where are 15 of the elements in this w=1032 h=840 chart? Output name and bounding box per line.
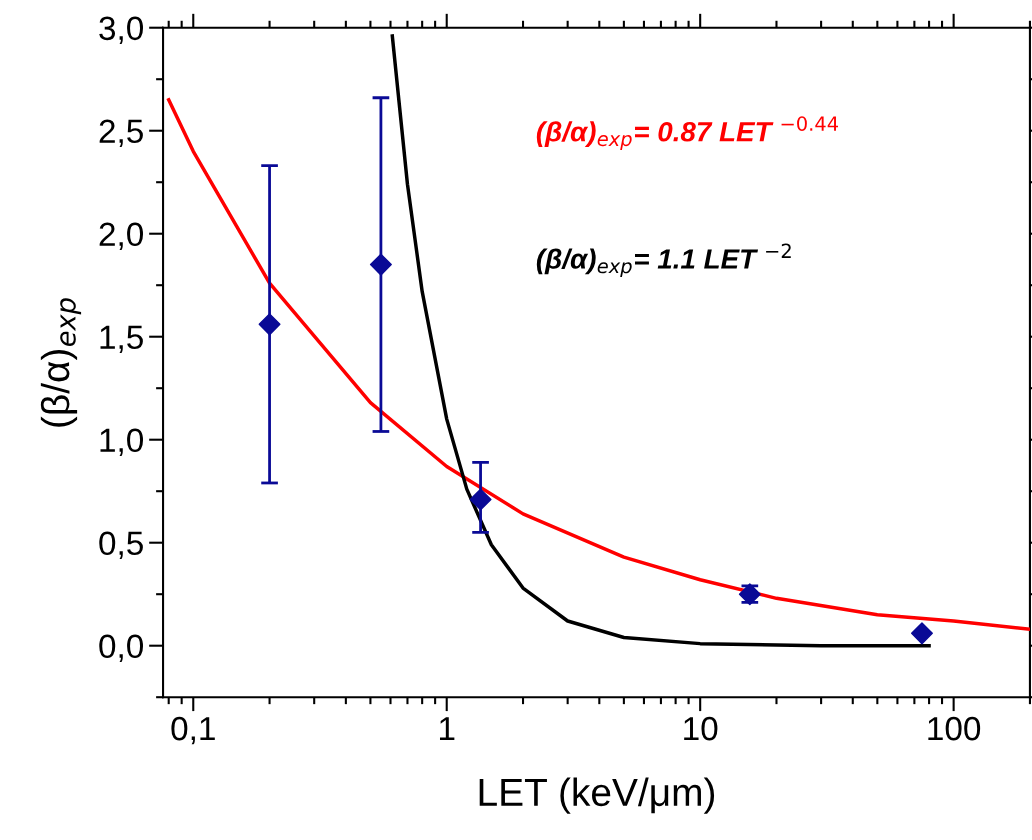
- x-tick-label: 0,1: [171, 716, 215, 745]
- y-tick-label: 0,5: [99, 531, 143, 560]
- annotation: (β/α)$_{exp}$= 1.1 LET $^{−2}$: [536, 243, 791, 278]
- y-tick-label: 2,0: [99, 222, 144, 251]
- y-tick-label: 2,5: [99, 119, 143, 148]
- y-axis-title: (β/α)$_{exp}$: [40, 298, 82, 427]
- y-tick-label: 1,5: [100, 325, 143, 354]
- y-tick-label: 0,0: [99, 634, 144, 663]
- x-tick-label: 10: [684, 716, 718, 741]
- y-tick-label: 1,0: [100, 428, 144, 457]
- y-tick-label: 3,0: [99, 16, 144, 45]
- x-tick-label: 1: [440, 717, 455, 741]
- x-axis-title: LET (keV/μm): [479, 777, 715, 814]
- x-tick-label: 100: [928, 716, 981, 741]
- annotation: (β/α)$_{exp}$= 0.87 LET $^{−0.44}$: [536, 116, 838, 150]
